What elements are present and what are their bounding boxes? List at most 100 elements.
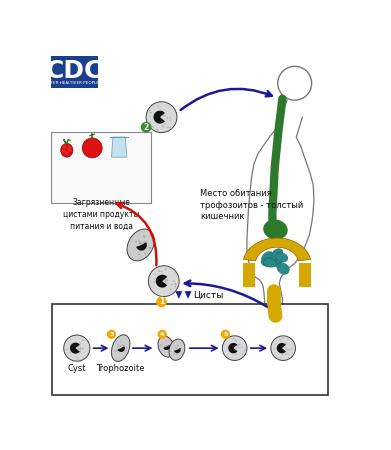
- Text: SAFER·HEALTHIER·PEOPLE™: SAFER·HEALTHIER·PEOPLE™: [45, 81, 104, 85]
- Circle shape: [166, 345, 167, 347]
- Circle shape: [160, 113, 162, 114]
- Circle shape: [290, 348, 292, 350]
- Circle shape: [169, 126, 171, 128]
- Circle shape: [62, 149, 66, 153]
- Circle shape: [63, 144, 66, 149]
- Circle shape: [123, 345, 124, 346]
- FancyBboxPatch shape: [51, 55, 98, 88]
- Circle shape: [138, 253, 140, 255]
- Circle shape: [79, 351, 81, 352]
- Ellipse shape: [262, 252, 274, 263]
- Circle shape: [287, 353, 289, 355]
- Circle shape: [170, 288, 172, 290]
- Circle shape: [140, 243, 142, 244]
- Circle shape: [177, 349, 178, 350]
- Circle shape: [166, 345, 167, 346]
- Circle shape: [158, 270, 160, 272]
- Circle shape: [157, 105, 159, 107]
- Circle shape: [135, 241, 137, 243]
- Circle shape: [117, 350, 119, 351]
- Circle shape: [235, 339, 236, 341]
- Circle shape: [141, 122, 151, 133]
- Circle shape: [279, 343, 280, 345]
- Ellipse shape: [277, 262, 289, 274]
- Circle shape: [169, 347, 170, 348]
- Circle shape: [70, 352, 71, 354]
- Circle shape: [149, 110, 151, 112]
- Circle shape: [235, 354, 237, 355]
- Circle shape: [169, 117, 171, 118]
- Circle shape: [176, 348, 177, 349]
- Text: 2: 2: [143, 123, 149, 132]
- Circle shape: [140, 247, 142, 248]
- Circle shape: [287, 338, 289, 339]
- Circle shape: [156, 129, 158, 130]
- Circle shape: [237, 345, 239, 346]
- Circle shape: [73, 349, 75, 351]
- Circle shape: [66, 349, 68, 350]
- Circle shape: [167, 117, 168, 119]
- Wedge shape: [141, 242, 147, 245]
- Circle shape: [235, 350, 237, 351]
- Circle shape: [119, 349, 121, 350]
- Text: Trophozoite: Trophozoite: [97, 364, 145, 373]
- Circle shape: [282, 354, 283, 356]
- Wedge shape: [70, 342, 80, 354]
- Wedge shape: [118, 348, 125, 352]
- Circle shape: [170, 284, 172, 286]
- Circle shape: [181, 353, 182, 354]
- Circle shape: [276, 348, 277, 350]
- Circle shape: [164, 115, 166, 117]
- Circle shape: [70, 346, 71, 347]
- Circle shape: [288, 356, 290, 358]
- Circle shape: [230, 343, 231, 345]
- Text: Место обитания
трофозоитов - толстый
кишечник: Место обитания трофозоитов - толстый киш…: [200, 189, 303, 221]
- Polygon shape: [299, 263, 311, 287]
- Circle shape: [165, 280, 167, 282]
- Circle shape: [282, 346, 283, 347]
- Circle shape: [174, 283, 176, 284]
- Circle shape: [120, 341, 122, 342]
- Circle shape: [281, 351, 282, 353]
- Circle shape: [115, 351, 116, 352]
- Circle shape: [165, 268, 167, 270]
- Circle shape: [73, 344, 75, 346]
- Circle shape: [80, 346, 81, 348]
- Circle shape: [159, 115, 160, 117]
- Circle shape: [233, 349, 235, 350]
- Ellipse shape: [271, 259, 282, 266]
- Wedge shape: [136, 245, 147, 251]
- Circle shape: [146, 102, 177, 133]
- Circle shape: [175, 284, 177, 285]
- Circle shape: [235, 341, 237, 342]
- Circle shape: [152, 126, 154, 128]
- Circle shape: [143, 241, 145, 243]
- Circle shape: [285, 353, 287, 355]
- Circle shape: [172, 353, 174, 354]
- Ellipse shape: [111, 335, 130, 361]
- Circle shape: [138, 239, 140, 241]
- Text: Цисты: Цисты: [193, 291, 223, 300]
- Circle shape: [179, 348, 180, 349]
- Circle shape: [285, 347, 286, 348]
- Circle shape: [282, 338, 283, 339]
- Circle shape: [230, 351, 231, 352]
- Circle shape: [82, 339, 83, 341]
- Circle shape: [178, 350, 179, 351]
- Circle shape: [167, 347, 168, 348]
- Circle shape: [162, 114, 164, 116]
- Circle shape: [164, 349, 165, 350]
- Circle shape: [169, 344, 170, 345]
- Circle shape: [74, 347, 76, 349]
- Circle shape: [221, 330, 230, 339]
- Circle shape: [161, 126, 163, 127]
- FancyBboxPatch shape: [52, 304, 328, 395]
- Circle shape: [163, 284, 164, 286]
- Circle shape: [117, 344, 118, 346]
- Circle shape: [160, 345, 161, 346]
- Ellipse shape: [276, 252, 288, 262]
- Circle shape: [178, 349, 179, 351]
- Circle shape: [79, 351, 81, 352]
- Circle shape: [174, 286, 176, 288]
- Circle shape: [165, 283, 167, 284]
